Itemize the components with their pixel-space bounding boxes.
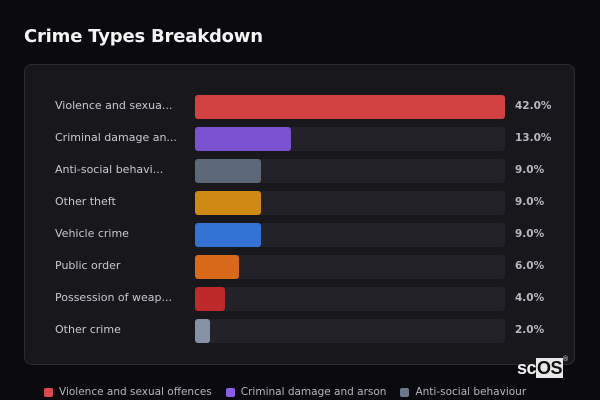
bar-label: Public order [55, 259, 121, 272]
bar-row: Other crime 2.0% [25, 319, 574, 343]
chart-card: Violence and sexua... 42.0% Criminal damag… [24, 64, 575, 365]
logo-prefix: sc [517, 358, 537, 378]
bar-label: Possession of weap... [55, 291, 172, 304]
bar-value: 13.0% [515, 132, 552, 144]
bar-label: Vehicle crime [55, 227, 129, 240]
bar-value: 4.0% [515, 292, 545, 304]
bar-value: 6.0% [515, 260, 545, 272]
bar-label: Criminal damage an... [55, 131, 177, 144]
bar-track [195, 319, 505, 343]
legend-item[interactable]: Violence and sexual offences [44, 386, 212, 398]
bar-fill[interactable] [195, 287, 225, 311]
bar-fill[interactable] [195, 191, 262, 215]
watermark-logo: scOS® [517, 356, 568, 379]
legend-label: Violence and sexual offences [59, 386, 212, 398]
bar-fill[interactable] [195, 127, 291, 151]
legend-swatch-icon [225, 387, 235, 397]
bar-label: Other theft [55, 195, 116, 208]
registered-mark: ® [563, 356, 568, 363]
bar-row: Vehicle crime 9.0% [25, 223, 574, 247]
bar-row: Violence and sexua... 42.0% [25, 95, 574, 119]
bar-fill[interactable] [195, 319, 210, 343]
bar-row: Possession of weap... 4.0% [25, 287, 574, 311]
bar-label: Other crime [55, 323, 121, 336]
bar-track [195, 95, 505, 119]
bar-row: Public order 6.0% [25, 255, 574, 279]
bar-track [195, 159, 505, 183]
bar-row: Other theft 9.0% [25, 191, 574, 215]
bar-value: 42.0% [515, 100, 552, 112]
bar-track [195, 191, 505, 215]
bar-track [195, 255, 505, 279]
bar-track [195, 223, 505, 247]
legend-swatch-icon [400, 387, 410, 397]
bar-label: Anti-social behavi... [55, 163, 164, 176]
chart-title: Crime Types Breakdown [24, 26, 263, 47]
bar-row: Criminal damage an... 13.0% [25, 127, 574, 151]
bar-track [195, 127, 505, 151]
bar-track [195, 287, 505, 311]
legend-swatch-icon [44, 387, 53, 397]
bar-value: 2.0% [515, 324, 545, 336]
legend-label: Criminal damage and arson [240, 386, 387, 398]
legend-item[interactable]: Criminal damage and arson [225, 386, 387, 398]
bar-row: Anti-social behavi... 9.0% [25, 159, 574, 183]
bar-fill[interactable] [195, 223, 262, 247]
chart-legend: Violence and sexual offences Criminal dam… [44, 386, 534, 398]
bar-label: Violence and sexua... [55, 99, 173, 112]
bar-value: 9.0% [515, 164, 545, 176]
logo-boxed: OS [536, 358, 564, 378]
bar-fill[interactable] [195, 255, 240, 279]
bar-fill[interactable] [195, 95, 505, 119]
legend-label: Anti-social behaviour [415, 386, 527, 398]
bar-value: 9.0% [515, 196, 545, 208]
bar-fill[interactable] [195, 159, 262, 183]
legend-item[interactable]: Anti-social behaviour [400, 386, 526, 398]
bar-value: 9.0% [515, 228, 545, 240]
